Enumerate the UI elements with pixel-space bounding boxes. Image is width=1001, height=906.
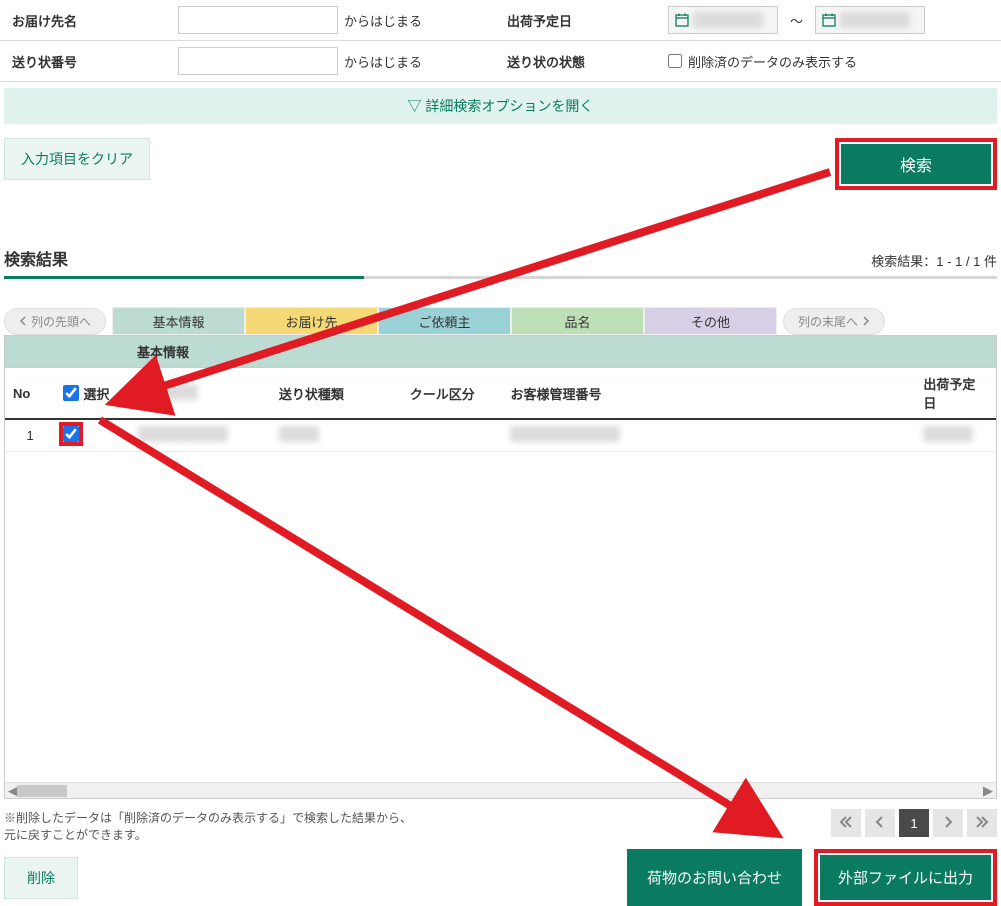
tab-basic[interactable]: 基本情報 xyxy=(112,307,245,335)
recipient-suffix: からはじまる xyxy=(344,11,422,30)
results-title: 検索結果 xyxy=(4,246,68,270)
col-ship: 出荷予定日 xyxy=(915,368,996,419)
col-type: 送り状種類 xyxy=(271,368,402,419)
results-underline xyxy=(4,276,997,279)
tab-client[interactable]: ご依頼主 xyxy=(378,307,511,335)
footer-left: ※削除したデータは「削除済のデータのみ表示する」で検索した結果から、 元に戻すこ… xyxy=(4,809,412,899)
deleted-only-checkbox-wrap[interactable]: 削除済のデータのみ表示する xyxy=(668,52,857,71)
ship-date-from[interactable] xyxy=(668,6,778,34)
col-mgmt: お客様管理番号 xyxy=(502,368,915,419)
double-chevron-left-icon xyxy=(839,816,853,828)
tabs-row: 列の先頭へ 基本情報 お届け先 ご依頼主 品名 その他 列の末尾へ xyxy=(4,307,997,335)
search-form: お届け先名 からはじまる 出荷予定日 ～ 送り状番号 からはじまる 送り状の状態 xyxy=(0,0,1001,82)
table-subheader: 基本情報 xyxy=(5,336,996,368)
date-separator: ～ xyxy=(790,11,803,30)
slipno-input[interactable] xyxy=(178,47,338,75)
cell-mgmt xyxy=(502,419,915,452)
cell-type xyxy=(271,419,402,452)
search-button[interactable]: 検索 xyxy=(841,144,991,184)
inquiry-button[interactable]: 荷物のお問い合わせ xyxy=(627,849,802,906)
pager-last[interactable] xyxy=(967,809,997,837)
tab-product[interactable]: 品名 xyxy=(511,307,644,335)
nav-last-label: 列の末尾へ xyxy=(798,313,858,330)
search-button-highlight: 検索 xyxy=(835,138,997,190)
double-chevron-right-icon xyxy=(975,816,989,828)
footer: ※削除したデータは「削除済のデータのみ表示する」で検索した結果から、 元に戻すこ… xyxy=(0,809,1001,906)
export-button[interactable]: 外部ファイルに出力 xyxy=(820,855,991,900)
table-empty-area xyxy=(5,452,996,782)
nav-last-column[interactable]: 列の末尾へ xyxy=(783,308,885,335)
table-row[interactable]: 1 xyxy=(5,419,996,452)
pager-next[interactable] xyxy=(933,809,963,837)
label-shipdate: 出荷予定日 xyxy=(495,0,660,40)
footer-buttons: 荷物のお問い合わせ 外部ファイルに出力 xyxy=(627,849,997,906)
pager-page-1[interactable]: 1 xyxy=(899,809,929,837)
row-select-checkbox[interactable] xyxy=(63,426,79,442)
deleted-only-label: 削除済のデータのみ表示する xyxy=(688,52,857,71)
tab-other[interactable]: その他 xyxy=(644,307,777,335)
calendar-icon xyxy=(675,13,689,27)
cell-no: 1 xyxy=(5,419,55,452)
tabs: 基本情報 お届け先 ご依頼主 品名 その他 xyxy=(112,307,777,335)
export-button-highlight: 外部ファイルに出力 xyxy=(814,849,997,906)
delete-button[interactable]: 削除 xyxy=(4,857,78,899)
input-slipstate-wrap: 削除済のデータのみ表示する xyxy=(660,41,1001,81)
tab-deliver[interactable]: お届け先 xyxy=(245,307,378,335)
expand-advanced-search[interactable]: ▽ 詳細検索オプションを開く xyxy=(4,88,997,124)
label-slipstate: 送り状の状態 xyxy=(495,41,660,81)
recipient-input[interactable] xyxy=(178,6,338,34)
label-slipno: 送り状番号 xyxy=(0,41,170,81)
input-slipno-wrap: からはじまる xyxy=(170,41,495,81)
cell-select xyxy=(55,419,130,452)
nav-first-column[interactable]: 列の先頭へ xyxy=(4,308,106,335)
clear-button[interactable]: 入力項目をクリア xyxy=(4,138,150,180)
col-select-label: 選択 xyxy=(83,384,109,403)
footer-note-1: ※削除したデータは「削除済のデータのみ表示する」で検索した結果から、 xyxy=(4,809,412,826)
chevron-right-icon xyxy=(943,816,953,828)
footer-right: 1 荷物のお問い合わせ 外部ファイルに出力 xyxy=(627,809,997,906)
results-section: 検索結果 検索結果：1 - 1 / 1 件 列の先頭へ 基本情報 お届け先 ご依… xyxy=(0,246,1001,799)
scroll-thumb[interactable] xyxy=(17,785,67,797)
cell-sn xyxy=(130,419,271,452)
pager-first[interactable] xyxy=(831,809,861,837)
col-select: 選択 xyxy=(55,368,130,419)
search-row-2: 送り状番号 からはじまる 送り状の状態 削除済のデータのみ表示する xyxy=(0,41,1001,82)
label-recipient: お届け先名 xyxy=(0,0,170,40)
slipno-suffix: からはじまる xyxy=(344,52,422,71)
pager: 1 xyxy=(831,809,997,837)
col-sn xyxy=(130,368,271,419)
deleted-only-checkbox[interactable] xyxy=(668,54,682,68)
footer-note-2: 元に戻すことができます。 xyxy=(4,826,412,843)
expand-label: ▽ 詳細検索オプションを開く xyxy=(408,96,594,116)
ship-date-to[interactable] xyxy=(815,6,925,34)
table-subheader-label: 基本情報 xyxy=(137,342,988,361)
scroll-right-icon[interactable]: ▶ xyxy=(980,783,996,799)
chevron-left-icon xyxy=(19,316,27,326)
cell-cool xyxy=(402,419,503,452)
pager-prev[interactable] xyxy=(865,809,895,837)
chevron-left-icon xyxy=(875,816,885,828)
results-table: No 選択 送り状種類 クール区分 お客様管理番号 出荷予定日 xyxy=(5,368,996,452)
col-no: No xyxy=(5,368,55,419)
select-all-checkbox[interactable] xyxy=(63,385,79,401)
input-shipdate-wrap: ～ xyxy=(660,0,1001,40)
horizontal-scrollbar[interactable]: ◀ ▶ xyxy=(5,782,996,798)
results-count: 検索結果：1 - 1 / 1 件 xyxy=(871,251,997,270)
nav-first-label: 列の先頭へ xyxy=(31,313,91,330)
cell-ship xyxy=(915,419,996,452)
results-header: 検索結果 検索結果：1 - 1 / 1 件 xyxy=(4,246,997,270)
chevron-right-icon xyxy=(862,316,870,326)
actions-row: 入力項目をクリア 検索 xyxy=(0,124,1001,190)
search-row-1: お届け先名 からはじまる 出荷予定日 ～ xyxy=(0,0,1001,41)
input-recipient-wrap: からはじまる xyxy=(170,0,495,40)
col-cool: クール区分 xyxy=(402,368,503,419)
calendar-icon xyxy=(822,13,836,27)
table-wrap: 基本情報 No 選択 送り状種類 クール区分 お客様管理番号 出荷予定日 xyxy=(4,335,997,799)
